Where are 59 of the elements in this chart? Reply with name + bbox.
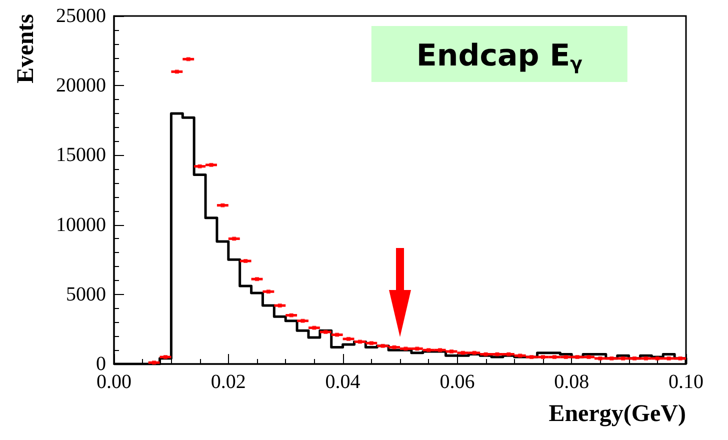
point — [541, 355, 545, 360]
point — [312, 326, 316, 330]
point — [244, 258, 248, 263]
y-axis-title: Events — [13, 14, 39, 84]
point — [163, 355, 168, 360]
point — [152, 360, 156, 365]
point — [380, 344, 385, 348]
point — [655, 356, 660, 360]
point — [644, 356, 648, 360]
point — [621, 356, 626, 360]
point — [369, 341, 374, 346]
y-tick-label: 25000 — [56, 5, 106, 27]
point — [404, 346, 408, 351]
x-axis-title: Energy(GeV) — [548, 401, 686, 427]
point — [632, 356, 637, 360]
x-tick-label: 0.04 — [325, 371, 360, 393]
point — [255, 277, 259, 282]
point — [289, 313, 294, 318]
point — [495, 352, 500, 356]
point — [438, 348, 442, 352]
point — [460, 350, 465, 355]
point — [198, 164, 202, 168]
point — [678, 356, 682, 360]
y-tick-label: 5000 — [66, 283, 106, 306]
point — [335, 332, 340, 337]
point — [174, 70, 179, 74]
point — [518, 354, 522, 358]
point — [186, 57, 190, 62]
point — [610, 356, 614, 360]
point — [484, 352, 488, 356]
point — [530, 355, 534, 360]
point — [666, 356, 671, 360]
point — [598, 356, 602, 360]
point — [358, 340, 362, 344]
point — [506, 352, 511, 356]
point — [564, 355, 568, 360]
point — [209, 162, 214, 167]
point — [449, 349, 454, 354]
point — [426, 348, 431, 352]
point — [266, 290, 270, 294]
x-tick-label: 0.06 — [440, 371, 475, 393]
y-tick-label: 15000 — [56, 144, 106, 166]
point — [552, 355, 556, 360]
x-tick-label: 0.10 — [668, 371, 704, 393]
x-tick-label: 0.02 — [210, 371, 246, 393]
y-tick-label: 20000 — [56, 74, 106, 97]
point — [586, 355, 591, 360]
point — [575, 355, 580, 360]
point — [392, 345, 396, 350]
point — [278, 304, 282, 308]
point — [300, 318, 305, 323]
y-tick-label: 10000 — [56, 214, 106, 236]
point — [472, 350, 476, 355]
point — [415, 346, 420, 351]
point — [232, 236, 236, 241]
point — [346, 336, 351, 341]
x-tick-label: 0.08 — [554, 371, 590, 393]
point — [220, 203, 225, 208]
point — [324, 330, 328, 334]
